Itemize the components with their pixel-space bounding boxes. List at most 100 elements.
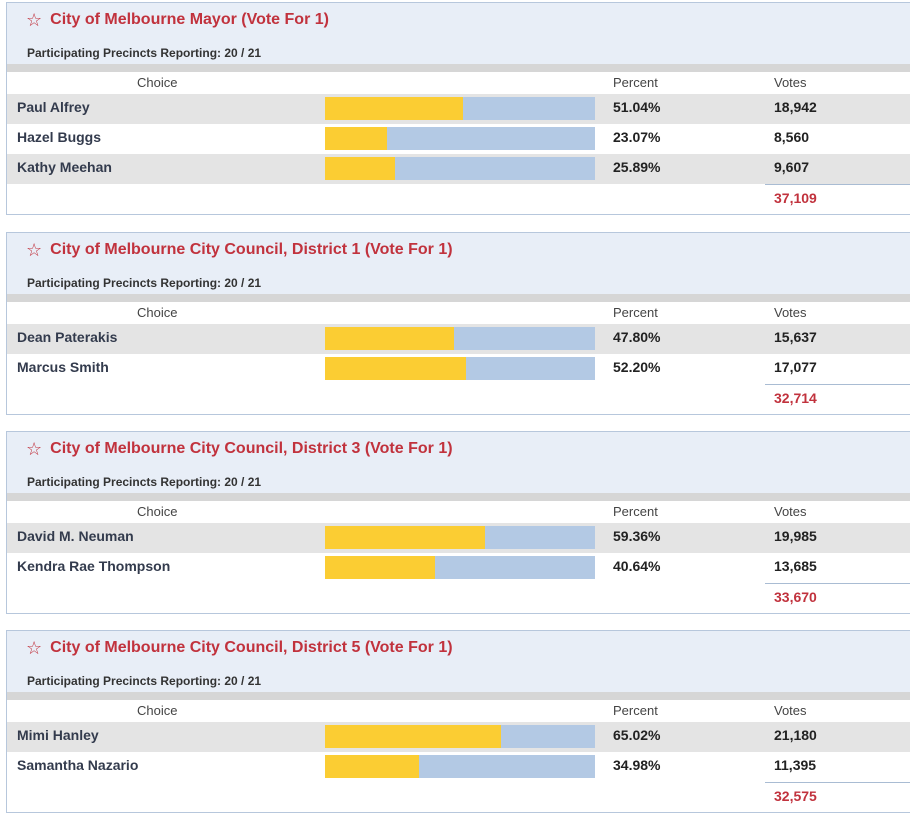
candidate-percent: 25.89% <box>613 159 661 175</box>
total-row: 32,714 <box>7 384 910 415</box>
column-header-votes: Votes <box>774 703 807 718</box>
candidate-votes: 11,395 <box>774 757 817 773</box>
column-header-percent: Percent <box>613 75 658 90</box>
candidate-name: Dean Paterakis <box>17 329 118 345</box>
vote-share-fill <box>325 127 388 150</box>
race-title: ☆ City of Melbourne City Council, Distri… <box>26 639 453 657</box>
candidate-percent: 34.98% <box>613 757 661 773</box>
race-header: ☆ City of Melbourne City Council, Distri… <box>7 432 910 493</box>
candidate-name: Marcus Smith <box>17 359 109 375</box>
divider <box>7 692 910 700</box>
candidate-name: David M. Neuman <box>17 528 134 544</box>
total-votes: 33,670 <box>765 583 910 614</box>
candidate-percent: 59.36% <box>613 528 661 544</box>
candidate-row: Kendra Rae Thompson 40.64% 13,685 <box>7 553 910 583</box>
candidate-votes: 21,180 <box>774 727 817 743</box>
vote-share-bar <box>325 127 595 150</box>
vote-share-fill <box>325 725 501 748</box>
star-outline-icon[interactable]: ☆ <box>26 638 43 658</box>
candidate-votes: 15,637 <box>774 329 817 345</box>
divider <box>7 294 910 302</box>
candidate-percent: 40.64% <box>613 558 661 574</box>
column-header-votes: Votes <box>774 504 807 519</box>
race-council-district-5: ☆ City of Melbourne City Council, Distri… <box>6 630 910 813</box>
vote-share-fill <box>325 97 463 120</box>
vote-share-bar <box>325 97 595 120</box>
column-header-votes: Votes <box>774 305 807 320</box>
candidate-percent: 23.07% <box>613 129 661 145</box>
vote-share-bar <box>325 755 595 778</box>
race-mayor: ☆ City of Melbourne Mayor (Vote For 1) P… <box>6 2 910 215</box>
vote-share-fill <box>325 556 435 579</box>
vote-share-bar <box>325 157 595 180</box>
candidate-row: Kathy Meehan 25.89% 9,607 <box>7 154 910 184</box>
candidate-votes: 17,077 <box>774 359 817 375</box>
race-title-text: City of Melbourne City Council, District… <box>50 440 453 457</box>
column-header-votes: Votes <box>774 75 807 90</box>
divider <box>7 64 910 72</box>
vote-share-bar <box>325 357 595 380</box>
column-headers: Choice Percent Votes <box>7 302 910 324</box>
candidate-votes: 19,985 <box>774 528 817 544</box>
candidate-votes: 8,560 <box>774 129 810 145</box>
candidate-name: Samantha Nazario <box>17 757 139 773</box>
column-header-choice: Choice <box>137 504 178 519</box>
race-title: ☆ City of Melbourne City Council, Distri… <box>26 241 453 259</box>
race-header: ☆ City of Melbourne City Council, Distri… <box>7 233 910 294</box>
candidate-name: Paul Alfrey <box>17 99 90 115</box>
race-header: ☆ City of Melbourne Mayor (Vote For 1) P… <box>7 3 910 64</box>
star-outline-icon[interactable]: ☆ <box>26 240 43 260</box>
total-row: 32,575 <box>7 782 910 813</box>
column-header-percent: Percent <box>613 305 658 320</box>
candidate-percent: 47.80% <box>613 329 661 345</box>
race-title-text: City of Melbourne Mayor (Vote For 1) <box>50 11 329 28</box>
total-row: 33,670 <box>7 583 910 614</box>
race-council-district-3: ☆ City of Melbourne City Council, Distri… <box>6 431 910 614</box>
divider <box>7 493 910 501</box>
candidate-name: Mimi Hanley <box>17 727 99 743</box>
vote-share-fill <box>325 157 395 180</box>
total-row: 37,109 <box>7 184 910 215</box>
candidate-votes: 9,607 <box>774 159 810 175</box>
candidate-votes: 13,685 <box>774 558 817 574</box>
vote-share-bar <box>325 556 595 579</box>
vote-share-bar <box>325 526 595 549</box>
candidate-row: David M. Neuman 59.36% 19,985 <box>7 523 910 553</box>
column-headers: Choice Percent Votes <box>7 501 910 523</box>
candidate-name: Kathy Meehan <box>17 159 112 175</box>
precincts-reporting: Participating Precincts Reporting: 20 / … <box>27 475 262 489</box>
column-header-choice: Choice <box>137 703 178 718</box>
total-votes-value: 32,575 <box>774 788 817 804</box>
total-votes: 32,714 <box>765 384 910 415</box>
vote-share-fill <box>325 357 466 380</box>
candidate-percent: 65.02% <box>613 727 661 743</box>
precincts-reporting: Participating Precincts Reporting: 20 / … <box>27 46 262 60</box>
candidate-row: Marcus Smith 52.20% 17,077 <box>7 354 910 384</box>
total-votes-value: 33,670 <box>774 589 817 605</box>
vote-share-fill <box>325 327 455 350</box>
race-title: ☆ City of Melbourne City Council, Distri… <box>26 440 453 458</box>
candidate-percent: 51.04% <box>613 99 661 115</box>
race-council-district-1: ☆ City of Melbourne City Council, Distri… <box>6 232 910 415</box>
race-header: ☆ City of Melbourne City Council, Distri… <box>7 631 910 692</box>
vote-share-fill <box>325 526 486 549</box>
column-header-percent: Percent <box>613 703 658 718</box>
candidate-row: Mimi Hanley 65.02% 21,180 <box>7 722 910 752</box>
race-title-text: City of Melbourne City Council, District… <box>50 639 453 656</box>
total-votes-value: 37,109 <box>774 190 817 206</box>
candidate-name: Hazel Buggs <box>17 129 102 145</box>
total-votes: 37,109 <box>765 184 910 215</box>
column-header-percent: Percent <box>613 504 658 519</box>
star-outline-icon[interactable]: ☆ <box>26 439 43 459</box>
candidate-votes: 18,942 <box>774 99 817 115</box>
candidate-name: Kendra Rae Thompson <box>17 558 171 574</box>
vote-share-fill <box>325 755 420 778</box>
star-outline-icon[interactable]: ☆ <box>26 10 43 30</box>
candidate-percent: 52.20% <box>613 359 661 375</box>
total-votes: 32,575 <box>765 782 910 813</box>
candidate-row: Samantha Nazario 34.98% 11,395 <box>7 752 910 782</box>
total-votes-value: 32,714 <box>774 390 817 406</box>
precincts-reporting: Participating Precincts Reporting: 20 / … <box>27 674 262 688</box>
candidate-row: Paul Alfrey 51.04% 18,942 <box>7 94 910 124</box>
precincts-reporting: Participating Precincts Reporting: 20 / … <box>27 276 262 290</box>
